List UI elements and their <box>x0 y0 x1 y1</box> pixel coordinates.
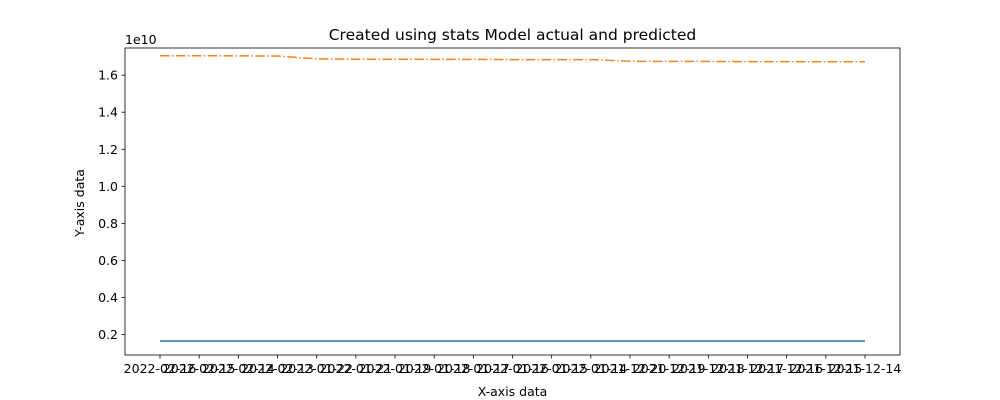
y-tick-label: 1.2 <box>98 142 118 157</box>
y-tick-label: 1.6 <box>98 68 118 83</box>
x-tick-label: 2022-02-16 <box>124 361 197 376</box>
x-tick-label: 2022-02-13 <box>241 361 314 376</box>
x-tick-label: 2022-01-22 <box>280 361 353 376</box>
chart-title: Created using stats Model actual and pre… <box>329 26 697 44</box>
x-tick-label: 2022-01-21 <box>320 361 393 376</box>
x-tick-label: 2021-12-17 <box>711 361 784 376</box>
y-tick-label: 0.6 <box>98 253 118 268</box>
y-tick-label: 0.2 <box>98 327 118 342</box>
x-tick-label: 2022-01-14 <box>555 361 628 376</box>
x-axis-label: X-axis data <box>478 384 548 399</box>
y-tick-label: 1.4 <box>98 105 118 120</box>
x-tick-label: 2022-02-15 <box>163 361 236 376</box>
y-tick-label: 0.4 <box>98 290 118 305</box>
x-tick-label: 2022-01-18 <box>398 361 471 376</box>
x-tick-label: 2021-12-16 <box>750 361 823 376</box>
plot-area: 0.20.40.60.81.01.21.41.62022-02-162022-0… <box>98 47 902 376</box>
y-tick-label: 1.0 <box>98 179 118 194</box>
x-tick-label: 2021-12-14 <box>829 361 902 376</box>
x-tick-label: 2022-01-19 <box>359 361 432 376</box>
series-line-predicted <box>160 54 865 63</box>
y-offset-text: 1e10 <box>125 32 157 47</box>
x-tick-label: 2021-12-19 <box>633 361 706 376</box>
x-tick-label: 2022-01-15 <box>515 361 588 376</box>
y-tick-label: 0.8 <box>98 216 118 231</box>
x-tick-label: 2022-01-16 <box>476 361 549 376</box>
x-tick-label: 2021-12-20 <box>594 361 667 376</box>
x-tick-label: 2021-12-15 <box>790 361 863 376</box>
x-tick-label: 2021-12-18 <box>672 361 745 376</box>
x-tick-label: 2022-01-17 <box>437 361 510 376</box>
y-axis-label: Y-axis data <box>72 169 87 238</box>
x-tick-label: 2022-02-14 <box>202 361 275 376</box>
